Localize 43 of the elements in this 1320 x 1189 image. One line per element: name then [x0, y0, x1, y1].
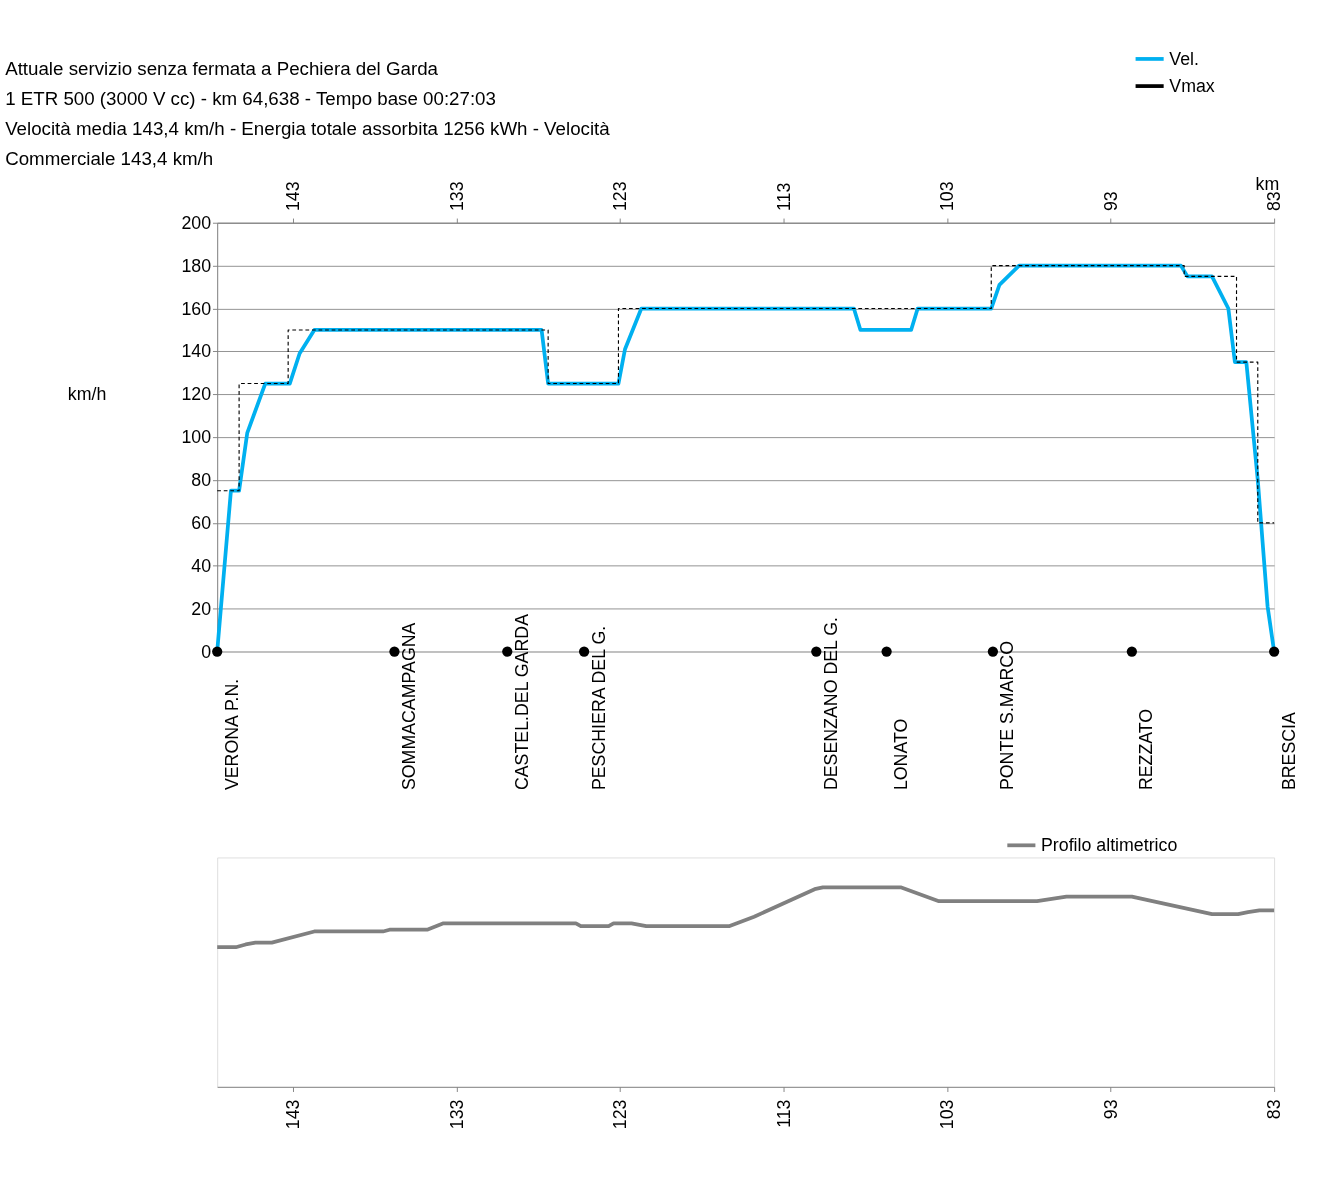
x-tick-label: 83 [1264, 1099, 1285, 1120]
text: 1 ETR 500 (3000 V cc) - km 64,638 - Tempo base 00:27:03 [5, 88, 496, 110]
y-axis-title: km/h [67, 383, 107, 404]
y-tick-label: 160 [181, 298, 212, 319]
x-tick-label: 93 [1100, 1099, 1121, 1120]
text: BRESCIA [1278, 711, 1299, 791]
text: Commerciale 143,4 km/h [5, 148, 214, 170]
annotation: PONTE S.MARCO [997, 641, 1018, 791]
legend-label: Profilo altimetrico [1041, 834, 1178, 855]
x-tick-label: 123 [610, 181, 631, 212]
x-tick-label: 113 [773, 1099, 794, 1128]
y-tick-label: 80 [191, 470, 212, 491]
legend-label: Vmax [1169, 75, 1215, 96]
x-tick-label: 143 [283, 1099, 304, 1130]
x-tick-label: 133 [446, 181, 467, 212]
annotation: PESCHIERA DEL G. [588, 625, 609, 791]
x-tick-label: 103 [937, 1099, 958, 1130]
y-tick-label: 180 [181, 255, 212, 276]
x-tick-label: 123 [610, 1099, 631, 1130]
y-tick-label: 20 [191, 598, 212, 619]
text: REZZATO [1136, 708, 1157, 791]
x-tick-label: 133 [446, 1099, 467, 1130]
legend-label: Vel. [1169, 48, 1199, 69]
text: VERONA P.N. [221, 678, 242, 791]
y-tick-label: 120 [181, 384, 212, 405]
y-tick-label: 200 [181, 212, 212, 233]
x-tick-label: 103 [937, 181, 958, 212]
annotation: DESENZANO DEL G. [820, 616, 841, 791]
text: Velocità media 143,4 km/h - Energia totale assorbita 1256 kWh - Velocità [5, 118, 610, 140]
y-tick-label: 100 [181, 427, 212, 448]
annotation: SOMMACAMPAGNA [399, 622, 420, 791]
x-tick-label: 143 [283, 181, 304, 212]
text: LONATO [891, 718, 912, 791]
x-tick-label: 83 [1264, 191, 1285, 212]
y-tick-label: 40 [191, 555, 212, 576]
x-tick-label: 93 [1100, 191, 1121, 212]
x-tick-label: 113 [773, 182, 794, 212]
text: Attuale servizio senza fermata a Pechiera del Garda [5, 58, 438, 80]
annotation: CASTEL.DEL GARDA [511, 613, 532, 791]
line-series [216, 265, 1275, 524]
y-tick-label: 140 [181, 341, 212, 362]
y-tick-label: 0 [201, 641, 212, 662]
y-tick-label: 60 [191, 512, 212, 533]
